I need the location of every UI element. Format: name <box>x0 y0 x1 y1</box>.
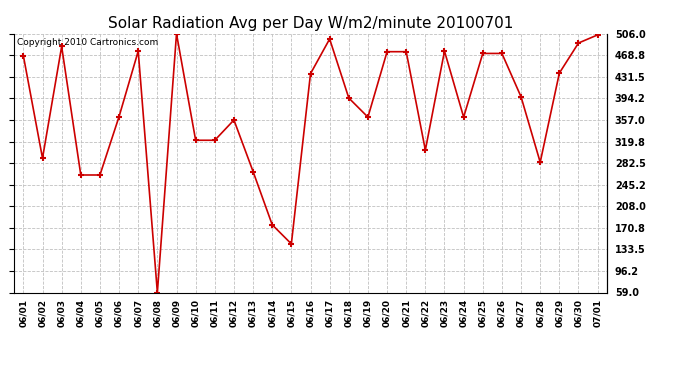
Text: Copyright 2010 Cartronics.com: Copyright 2010 Cartronics.com <box>17 38 158 46</box>
Title: Solar Radiation Avg per Day W/m2/minute 20100701: Solar Radiation Avg per Day W/m2/minute … <box>108 16 513 31</box>
